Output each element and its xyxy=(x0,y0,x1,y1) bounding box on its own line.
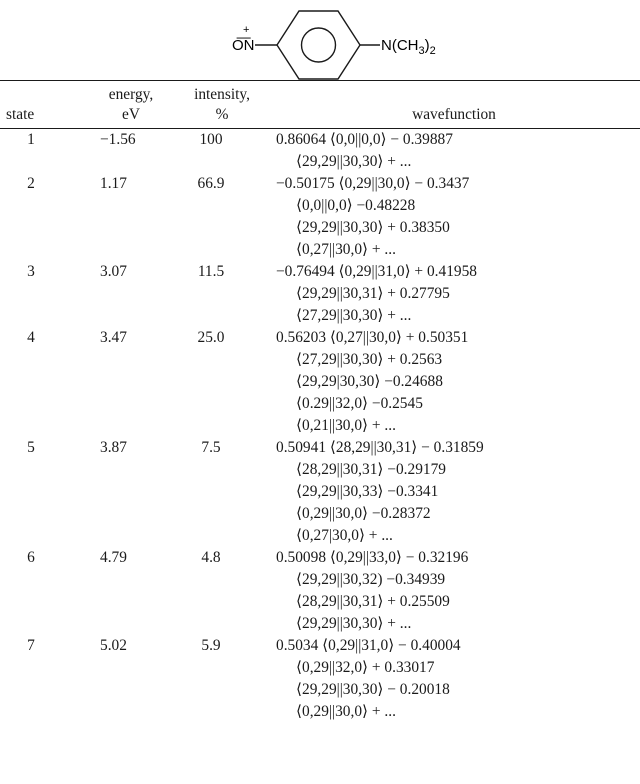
table-row: 7 5.02 5.9 0.5034 ⟨0,29||31,0⟩ − 0.40004 ⟨0,… xyxy=(0,635,640,723)
table-header: state energy, eV intensity, % wavefuncti… xyxy=(0,80,640,129)
intensity-cell: 4.8 xyxy=(201,549,221,566)
intensity-cell: 25.0 xyxy=(197,329,225,346)
table-body: 1 −1.56 100 0.86064 ⟨0,0||0,0⟩ − 0.39887 ⟨29… xyxy=(0,129,640,724)
intensity-cell: 66.9 xyxy=(197,175,225,192)
wavefunction-line: ⟨28,29||30,31⟩ + 0.25509 xyxy=(296,593,450,610)
wavefunction-line: ⟨29,29||30,30⟩ + ... xyxy=(296,153,412,170)
table-row: 3 3.07 11.5 −0.76494 ⟨0,29||31,0⟩ + 0.41958… xyxy=(0,261,640,327)
wavefunction-line: ⟨0,27|30,0⟩ + ... xyxy=(296,527,393,544)
table-row: 5 3.87 7.5 0.50941 ⟨28,29||30,31⟩ − 0.31859… xyxy=(0,437,640,547)
wavefunction-line: ⟨0,0||0,0⟩ −0.48228 xyxy=(296,197,416,214)
dimethyl-subscript: 2 xyxy=(430,45,436,57)
energy-cell: 3.47 xyxy=(100,329,127,346)
wavefunction-line: ⟨0,29||30,0⟩ −0.28372 xyxy=(296,505,431,522)
wavefunction-cell: −0.76494 ⟨0,29||31,0⟩ + 0.41958 ⟨29,29||3… xyxy=(268,261,640,327)
wavefunction-line: 0.86064 ⟨0,0||0,0⟩ − 0.39887 xyxy=(276,131,453,148)
nitroso-group-label: O͞N xyxy=(232,37,255,54)
header-row: state energy, eV intensity, % wavefuncti… xyxy=(0,80,640,129)
wavefunction-line: ⟨29,29||30,30⟩ − 0.20018 xyxy=(296,681,450,698)
wavefunction-line: 0.56203 ⟨0,27||30,0⟩ + 0.50351 xyxy=(276,329,469,346)
amino-group-close: ) xyxy=(425,37,430,54)
positive-charge-label: + xyxy=(243,24,249,36)
state-cell: 7 xyxy=(27,637,35,654)
wavefunction-line: ⟨29,29||30,33⟩ −0.3341 xyxy=(296,483,439,500)
header-energy-line2: eV xyxy=(122,106,140,123)
header-energy: energy, eV xyxy=(86,81,176,129)
state-cell: 5 xyxy=(27,439,35,456)
wavefunction-line: ⟨0.29||32,0⟩ −0.2545 xyxy=(296,395,423,412)
table-row: 4 3.47 25.0 0.56203 ⟨0,27||30,0⟩ + 0.50351 ⟨… xyxy=(0,327,640,437)
intensity-cell: 11.5 xyxy=(197,263,225,280)
wavefunction-cell: 0.50098 ⟨0,29||33,0⟩ − 0.32196 ⟨29,29||30… xyxy=(268,547,640,635)
table-row: 1 −1.56 100 0.86064 ⟨0,0||0,0⟩ − 0.39887 ⟨29… xyxy=(0,129,640,174)
wavefunction-line: ⟨29,29||30,30⟩ + 0.38350 xyxy=(296,219,450,236)
header-energy-line1: energy, xyxy=(108,86,154,103)
state-cell: 2 xyxy=(27,175,35,192)
table-row: 6 4.79 4.8 0.50098 ⟨0,29||33,0⟩ − 0.32196 ⟨2… xyxy=(0,547,640,635)
energy-cell: 3.07 xyxy=(100,263,127,280)
excited-states-table: state energy, eV intensity, % wavefuncti… xyxy=(0,80,640,723)
wavefunction-line: 0.50941 ⟨28,29||30,31⟩ − 0.31859 xyxy=(276,439,484,456)
state-cell: 3 xyxy=(27,263,35,280)
header-intensity-line1: intensity, xyxy=(194,86,250,103)
wavefunction-cell: 0.50941 ⟨28,29||30,31⟩ − 0.31859 ⟨28,29||… xyxy=(268,437,640,547)
wavefunction-line: ⟨27,29||30,30⟩ + 0.2563 xyxy=(296,351,443,368)
intensity-cell: 5.9 xyxy=(201,637,221,654)
wavefunction-line: ⟨29,29|30,30⟩ −0.24688 xyxy=(296,373,443,390)
state-cell: 6 xyxy=(27,549,35,566)
methyl-subscript: 3 xyxy=(419,45,425,57)
wavefunction-line: ⟨0,29||30,0⟩ + ... xyxy=(296,703,396,720)
wavefunction-line: ⟨0,27||30,0⟩ + ... xyxy=(296,241,396,258)
wavefunction-line: −0.76494 ⟨0,29||31,0⟩ + 0.41958 xyxy=(276,263,477,280)
wavefunction-line: ⟨0,21||30,0⟩ + ... xyxy=(296,417,396,434)
header-state: state xyxy=(6,106,35,123)
wavefunction-line: ⟨29,29||30,32) −0.34939 xyxy=(296,571,446,588)
wavefunction-cell: 0.56203 ⟨0,27||30,0⟩ + 0.50351 ⟨27,29||30… xyxy=(268,327,640,437)
wavefunction-line: ⟨27,29||30,30⟩ + ... xyxy=(296,307,412,324)
wavefunction-line: −0.50175 ⟨0,29||30,0⟩ − 0.3437 xyxy=(276,175,470,192)
wavefunction-line: ⟨28,29||30,31⟩ −0.29179 xyxy=(296,461,446,478)
energy-cell: −1.56 xyxy=(100,131,136,148)
state-cell: 4 xyxy=(27,329,35,346)
header-wavefunction: wavefunction xyxy=(412,106,496,123)
wavefunction-line: 0.50098 ⟨0,29||33,0⟩ − 0.32196 xyxy=(276,549,469,566)
molecular-structure: O͞N + N(CH3)2 xyxy=(0,0,640,80)
wavefunction-line: 0.5034 ⟨0,29||31,0⟩ − 0.40004 xyxy=(276,637,461,654)
intensity-cell: 100 xyxy=(199,131,223,148)
wavefunction-line: ⟨29,29||30,30⟩ + ... xyxy=(296,615,412,632)
benzene-ring xyxy=(276,10,361,80)
header-intensity-line2: % xyxy=(215,106,229,123)
molecule-diagram: O͞N + N(CH3)2 xyxy=(232,10,436,80)
energy-cell: 5.02 xyxy=(100,637,127,654)
intensity-cell: 7.5 xyxy=(201,439,221,456)
wavefunction-cell: 0.86064 ⟨0,0||0,0⟩ − 0.39887 ⟨29,29||30,3… xyxy=(268,129,640,174)
header-intensity: intensity, % xyxy=(176,81,268,129)
wavefunction-cell: −0.50175 ⟨0,29||30,0⟩ − 0.3437 ⟨0,0||0,0⟩… xyxy=(268,173,640,261)
amino-group-text: N(CH xyxy=(381,37,419,54)
dimethylamino-group-label: N(CH3)2 xyxy=(381,37,436,57)
wavefunction-line: ⟨0,29||32,0⟩ + 0.33017 xyxy=(296,659,435,676)
wavefunction-cell: 0.5034 ⟨0,29||31,0⟩ − 0.40004 ⟨0,29||32,0… xyxy=(268,635,640,723)
state-cell: 1 xyxy=(27,131,35,148)
table-row: 2 1.17 66.9 −0.50175 ⟨0,29||30,0⟩ − 0.3437 ⟨… xyxy=(0,173,640,261)
energy-cell: 4.79 xyxy=(100,549,127,566)
energy-cell: 3.87 xyxy=(100,439,127,456)
energy-cell: 1.17 xyxy=(100,175,127,192)
wavefunction-line: ⟨29,29||30,31⟩ + 0.27795 xyxy=(296,285,450,302)
aromatic-circle xyxy=(300,27,337,63)
